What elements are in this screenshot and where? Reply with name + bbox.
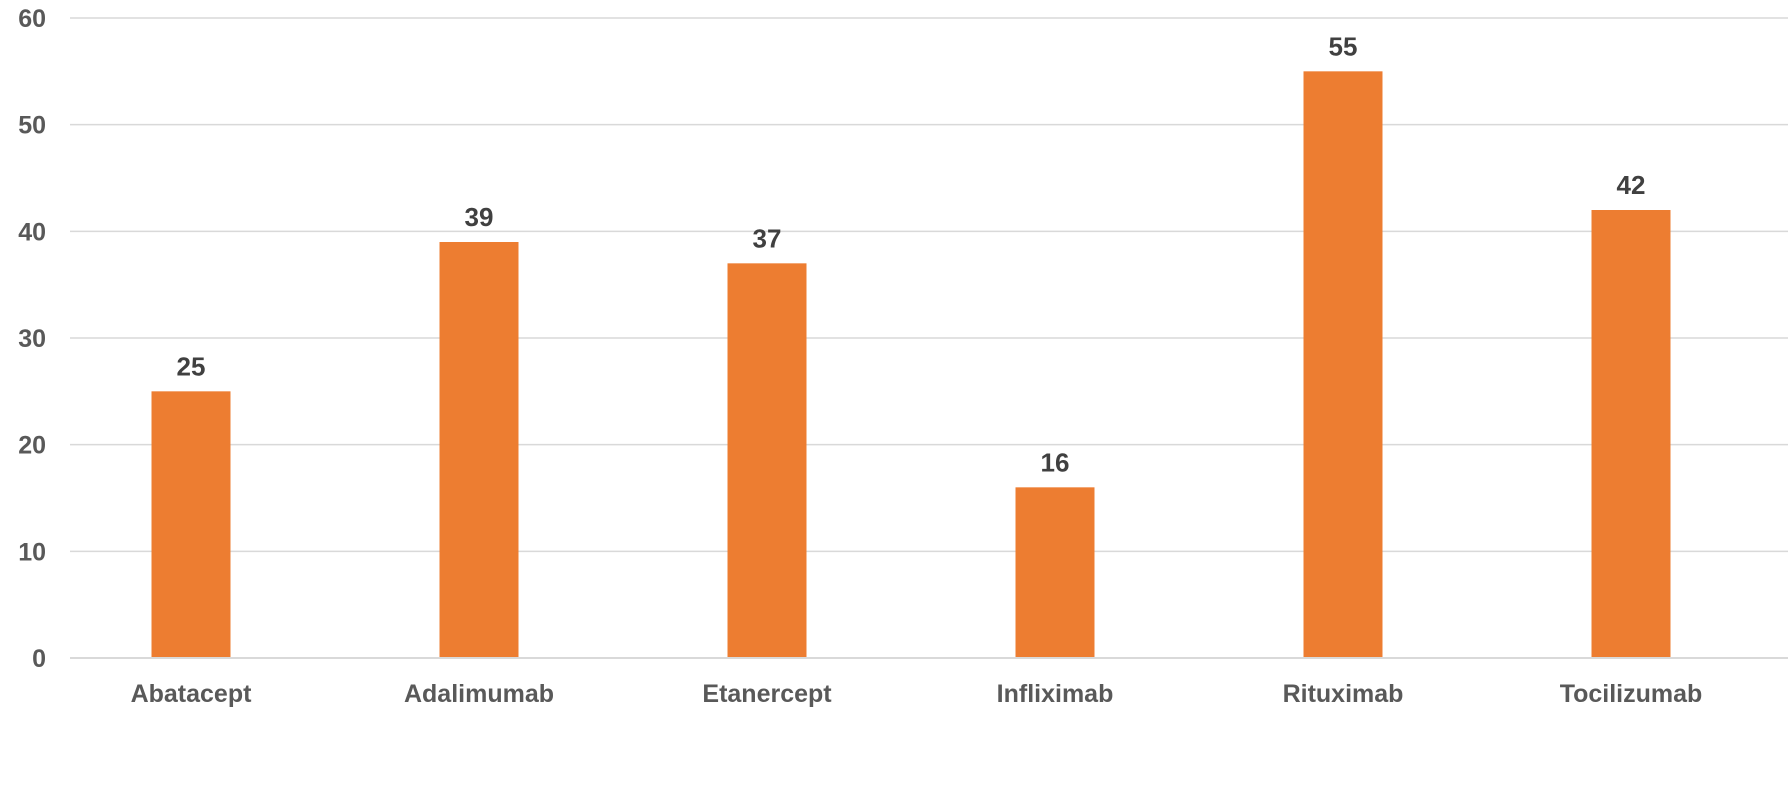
data-label-rituximab: 55 [1329, 31, 1358, 61]
y-tick-label: 20 [18, 432, 46, 460]
x-tick-label-infliximab: Infliximab [997, 680, 1114, 708]
bar-etanercept [727, 263, 807, 658]
y-axis-tick-labels: 0 10 20 30 40 50 60 [18, 5, 46, 673]
bars [151, 71, 1671, 659]
y-tick-label: 40 [18, 218, 46, 246]
bar-tocilizumab [1591, 210, 1671, 658]
data-label-etanercept: 37 [753, 223, 782, 253]
y-tick-label: 60 [18, 5, 46, 33]
bar-rituximab [1303, 71, 1383, 659]
bar-infliximab [1015, 487, 1095, 658]
bar-adalimumab [439, 242, 519, 658]
data-label-infliximab: 16 [1041, 447, 1070, 477]
y-tick-label: 10 [18, 538, 46, 566]
y-tick-label: 50 [18, 112, 46, 140]
y-tick-label: 30 [18, 325, 46, 353]
x-axis-tick-labels: Abatacept Adalimumab Etanercept Infliximab R… [131, 680, 1703, 708]
x-tick-label-abatacept: Abatacept [131, 680, 253, 708]
x-tick-label-tocilizumab: Tocilizumab [1560, 680, 1703, 708]
x-tick-label-rituximab: Rituximab [1283, 680, 1404, 708]
x-tick-label-adalimumab: Adalimumab [404, 680, 554, 708]
bar-abatacept [151, 391, 231, 658]
data-labels: 25 39 37 16 55 42 [177, 31, 1646, 477]
x-tick-label-etanercept: Etanercept [702, 680, 832, 708]
data-label-adalimumab: 39 [465, 202, 494, 232]
y-tick-label: 0 [32, 645, 46, 673]
data-label-tocilizumab: 42 [1617, 170, 1646, 200]
gridlines [70, 17, 1788, 553]
data-label-abatacept: 25 [177, 351, 206, 381]
